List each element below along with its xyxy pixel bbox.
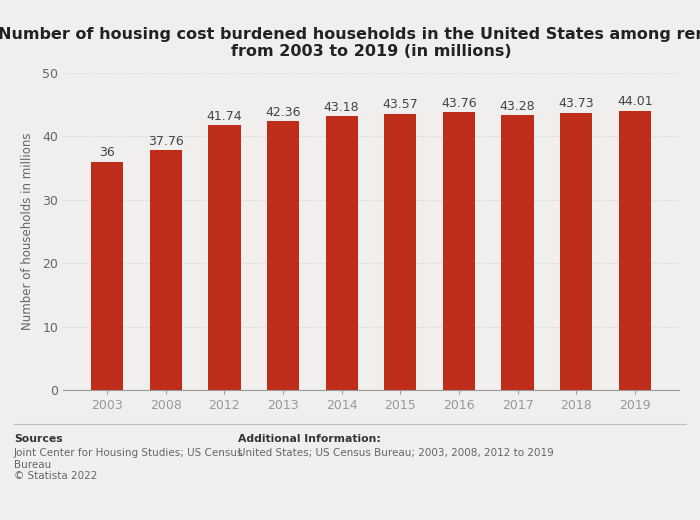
Text: 36: 36	[99, 146, 115, 159]
Bar	[443, 112, 475, 390]
Text: 41.74: 41.74	[206, 110, 242, 123]
Text: 44.01: 44.01	[617, 95, 652, 108]
Text: Additional Information:: Additional Information:	[238, 434, 381, 444]
Bar	[91, 162, 123, 390]
Text: 43.76: 43.76	[441, 97, 477, 110]
Text: 43.28: 43.28	[500, 100, 536, 113]
Text: 37.76: 37.76	[148, 135, 183, 148]
Text: Joint Center for Housing Studies; US Census
Bureau
© Statista 2022: Joint Center for Housing Studies; US Cen…	[14, 448, 244, 482]
Bar	[501, 115, 533, 390]
Text: 43.57: 43.57	[382, 98, 418, 111]
Bar	[326, 116, 358, 390]
Text: 42.36: 42.36	[265, 106, 301, 119]
Bar	[267, 121, 299, 390]
Bar	[384, 113, 416, 390]
Title: Number of housing cost burdened households in the United States among renters
fr: Number of housing cost burdened househol…	[0, 27, 700, 59]
Bar	[560, 112, 592, 390]
Text: Sources: Sources	[14, 434, 62, 444]
Text: 43.73: 43.73	[559, 97, 594, 110]
Bar	[619, 111, 651, 390]
Bar	[209, 125, 241, 390]
Text: United States; US Census Bureau; 2003, 2008, 2012 to 2019: United States; US Census Bureau; 2003, 2…	[238, 448, 554, 458]
Text: 43.18: 43.18	[324, 100, 360, 113]
Y-axis label: Number of households in millions: Number of households in millions	[21, 133, 34, 330]
Bar	[150, 150, 182, 390]
